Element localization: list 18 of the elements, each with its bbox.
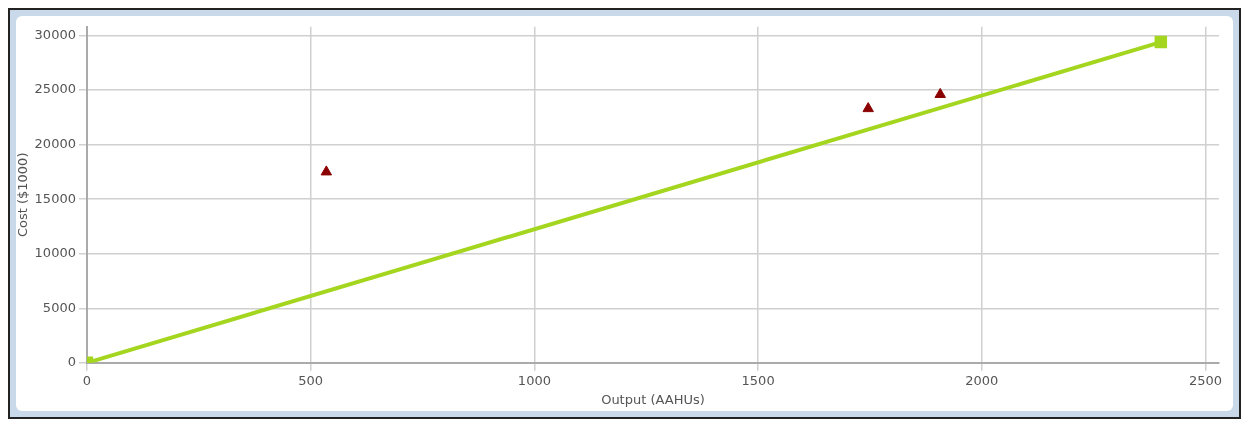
x-tick-label: 2000 xyxy=(965,372,999,388)
point xyxy=(934,87,946,98)
y-tick-label: 15000 xyxy=(34,190,76,206)
y-tick-label: 25000 xyxy=(34,81,76,97)
x-tick-label: 0 xyxy=(82,372,92,388)
point xyxy=(320,165,333,176)
y-tick-label: 20000 xyxy=(34,135,76,151)
y-tick-label: 5000 xyxy=(42,299,76,315)
x-tick-label: 2500 xyxy=(1189,372,1223,388)
y-axis-title: Cost ($1000) xyxy=(15,152,31,238)
y-tick-label: 30000 xyxy=(34,26,76,42)
y-tick-label: 10000 xyxy=(34,245,76,261)
x-tick-label: 1500 xyxy=(741,372,775,388)
x-tick-label: 500 xyxy=(298,372,324,388)
x-axis-title: Output (AAHUs) xyxy=(601,391,705,407)
x-tick-label: 1000 xyxy=(517,372,551,388)
y-tick-label: 0 xyxy=(67,354,76,370)
point xyxy=(862,102,874,113)
